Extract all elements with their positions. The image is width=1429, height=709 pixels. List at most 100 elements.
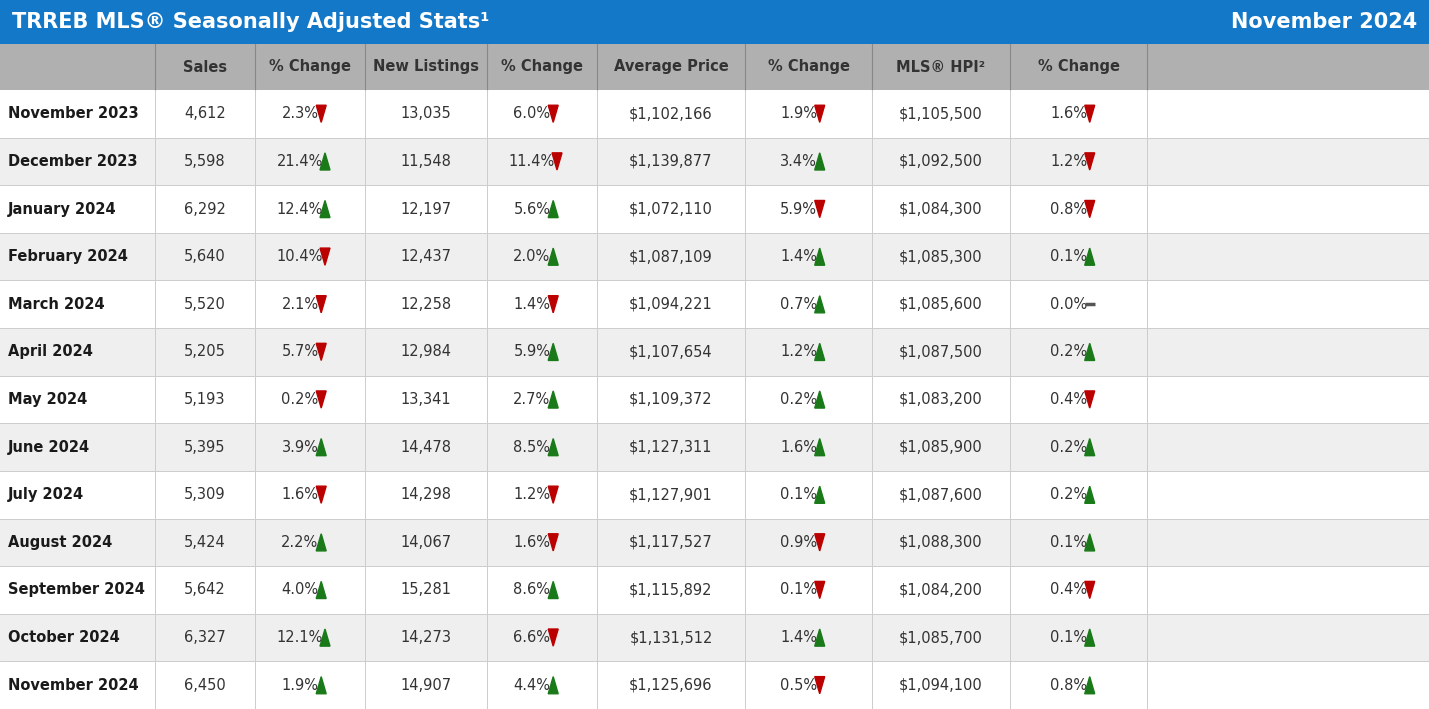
Text: Sales: Sales: [183, 60, 227, 74]
Polygon shape: [815, 676, 825, 694]
Text: $1,072,110: $1,072,110: [629, 201, 713, 216]
Text: 5,424: 5,424: [184, 535, 226, 550]
Polygon shape: [320, 201, 330, 218]
Polygon shape: [1085, 343, 1095, 360]
Text: $1,087,500: $1,087,500: [899, 345, 983, 359]
Text: 11,548: 11,548: [400, 154, 452, 169]
Text: 1.2%: 1.2%: [780, 345, 817, 359]
Text: 0.4%: 0.4%: [1050, 583, 1087, 598]
Text: 5.9%: 5.9%: [780, 201, 817, 216]
Polygon shape: [815, 534, 825, 551]
Bar: [0, 233, 1429, 281]
Text: 0.9%: 0.9%: [780, 535, 817, 550]
Text: 1.9%: 1.9%: [282, 678, 319, 693]
Text: 13,035: 13,035: [400, 106, 452, 121]
Bar: [0, 90, 1429, 138]
Text: 1.4%: 1.4%: [780, 249, 817, 264]
Polygon shape: [316, 296, 326, 313]
Polygon shape: [316, 486, 326, 503]
Polygon shape: [549, 676, 559, 694]
Text: 6,327: 6,327: [184, 630, 226, 645]
Text: 21.4%: 21.4%: [277, 154, 323, 169]
Polygon shape: [316, 439, 326, 456]
Polygon shape: [549, 391, 559, 408]
Bar: [0, 423, 1429, 471]
Text: February 2024: February 2024: [9, 249, 127, 264]
Text: 6,450: 6,450: [184, 678, 226, 693]
Text: July 2024: July 2024: [9, 487, 84, 502]
Bar: [0, 661, 1429, 709]
Text: $1,085,600: $1,085,600: [899, 297, 983, 312]
Text: $1,127,901: $1,127,901: [629, 487, 713, 502]
Polygon shape: [316, 391, 326, 408]
Text: % Change: % Change: [502, 60, 583, 74]
Polygon shape: [1085, 581, 1095, 598]
Bar: [0, 281, 1429, 328]
Polygon shape: [549, 296, 559, 313]
Bar: [0, 138, 1429, 185]
Polygon shape: [320, 248, 330, 265]
Text: 2.0%: 2.0%: [513, 249, 550, 264]
Polygon shape: [316, 105, 326, 123]
Polygon shape: [1085, 391, 1095, 408]
Text: $1,085,900: $1,085,900: [899, 440, 983, 454]
Polygon shape: [815, 343, 825, 360]
Text: April 2024: April 2024: [9, 345, 93, 359]
Text: 5.6%: 5.6%: [513, 201, 550, 216]
Polygon shape: [549, 248, 559, 265]
Text: 14,273: 14,273: [400, 630, 452, 645]
Text: 12,437: 12,437: [400, 249, 452, 264]
Text: $1,085,300: $1,085,300: [899, 249, 983, 264]
Text: 0.5%: 0.5%: [780, 678, 817, 693]
Polygon shape: [549, 201, 559, 218]
Polygon shape: [815, 629, 825, 646]
Text: $1,092,500: $1,092,500: [899, 154, 983, 169]
Text: 1.9%: 1.9%: [780, 106, 817, 121]
Text: 6.6%: 6.6%: [513, 630, 550, 645]
Bar: [0, 328, 1429, 376]
Text: 6,292: 6,292: [184, 201, 226, 216]
Polygon shape: [815, 201, 825, 218]
Text: 8.6%: 8.6%: [513, 583, 550, 598]
Polygon shape: [549, 105, 559, 123]
Text: 2.7%: 2.7%: [513, 392, 550, 407]
Text: $1,109,372: $1,109,372: [629, 392, 713, 407]
Text: January 2024: January 2024: [9, 201, 117, 216]
Text: 6.0%: 6.0%: [513, 106, 550, 121]
Text: 3.9%: 3.9%: [282, 440, 319, 454]
Text: Average Price: Average Price: [613, 60, 729, 74]
Text: 0.2%: 0.2%: [1050, 440, 1087, 454]
Text: 12,258: 12,258: [400, 297, 452, 312]
Text: $1,115,892: $1,115,892: [629, 583, 713, 598]
Polygon shape: [815, 486, 825, 503]
Polygon shape: [1085, 201, 1095, 218]
Text: 11.4%: 11.4%: [509, 154, 554, 169]
Polygon shape: [1085, 629, 1095, 646]
Polygon shape: [815, 439, 825, 456]
Text: $1,084,200: $1,084,200: [899, 583, 983, 598]
Polygon shape: [316, 581, 326, 598]
Polygon shape: [1085, 153, 1095, 170]
Text: New Listings: New Listings: [373, 60, 479, 74]
Text: $1,117,527: $1,117,527: [629, 535, 713, 550]
Text: 5,642: 5,642: [184, 583, 226, 598]
Text: 12,984: 12,984: [400, 345, 452, 359]
Text: 0.1%: 0.1%: [1050, 249, 1087, 264]
Text: 10.4%: 10.4%: [277, 249, 323, 264]
Text: 1.6%: 1.6%: [282, 487, 319, 502]
Text: 4,612: 4,612: [184, 106, 226, 121]
Text: % Change: % Change: [269, 60, 352, 74]
Text: 5,520: 5,520: [184, 297, 226, 312]
Text: May 2024: May 2024: [9, 392, 87, 407]
Text: 1.2%: 1.2%: [513, 487, 550, 502]
Polygon shape: [316, 534, 326, 551]
Text: 5.9%: 5.9%: [513, 345, 550, 359]
Text: $1,088,300: $1,088,300: [899, 535, 983, 550]
Text: March 2024: March 2024: [9, 297, 104, 312]
Text: 0.0%: 0.0%: [1050, 297, 1087, 312]
Polygon shape: [815, 105, 825, 123]
Text: 14,907: 14,907: [400, 678, 452, 693]
Polygon shape: [320, 629, 330, 646]
Polygon shape: [552, 153, 562, 170]
Text: 0.8%: 0.8%: [1050, 678, 1087, 693]
